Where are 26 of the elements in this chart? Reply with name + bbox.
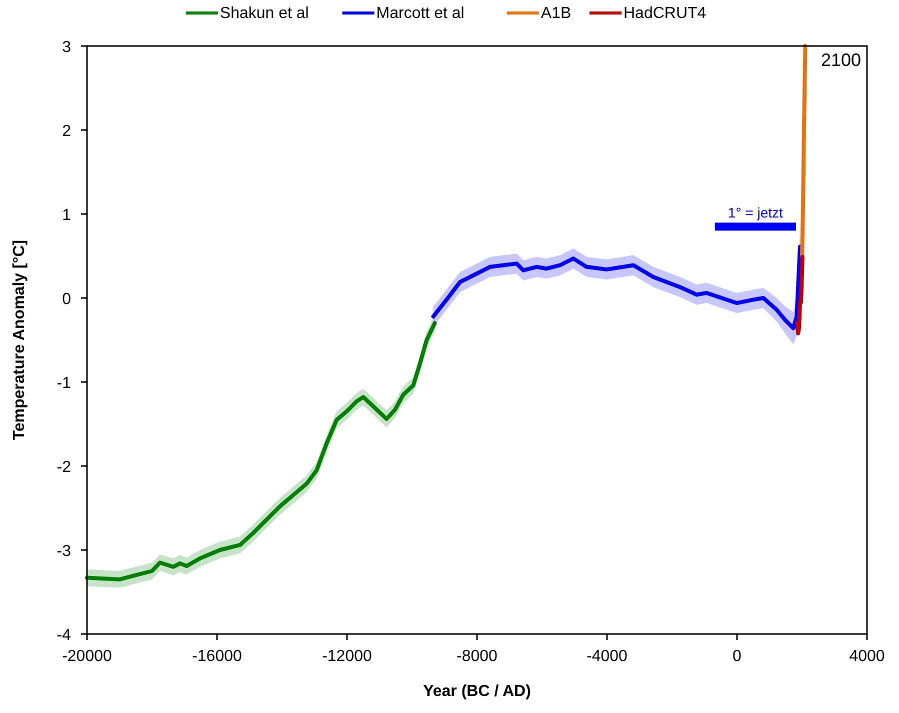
x-tick-label: -20000 [62, 648, 112, 665]
legend-label: HadCRUT4 [624, 5, 706, 22]
series-label: 1° = jetzt [728, 204, 784, 221]
legend-label: A1B [540, 5, 572, 22]
y-tick-label: -4 [56, 627, 72, 644]
x-axis-title: Year (BC / AD) [423, 683, 531, 700]
x-tick-label: -12000 [322, 648, 372, 665]
annotation: 2100 [820, 50, 861, 70]
y-tick-label: 0 [62, 291, 72, 308]
y-tick-label: -3 [56, 543, 72, 560]
legend-label: Shakun et al [220, 5, 309, 22]
y-tick-label: -1 [56, 375, 72, 392]
x-tick-label: 4000 [849, 648, 885, 665]
y-tick-label: 3 [62, 39, 72, 56]
y-tick-label: -2 [56, 459, 72, 476]
x-tick-label: -16000 [192, 648, 242, 665]
legend-label: Marcott et al [376, 5, 464, 22]
line-series [795, 254, 804, 336]
x-tick-label: -4000 [586, 648, 628, 665]
y-tick-label: 2 [62, 123, 72, 140]
line-series [800, 44, 808, 258]
y-tick-label: 1 [62, 207, 72, 224]
x-tick-label: -8000 [456, 648, 498, 665]
x-tick-label: 0 [732, 648, 742, 665]
y-axis-title: Temperature Anomaly [°C] [11, 240, 28, 440]
line-series [431, 244, 802, 330]
